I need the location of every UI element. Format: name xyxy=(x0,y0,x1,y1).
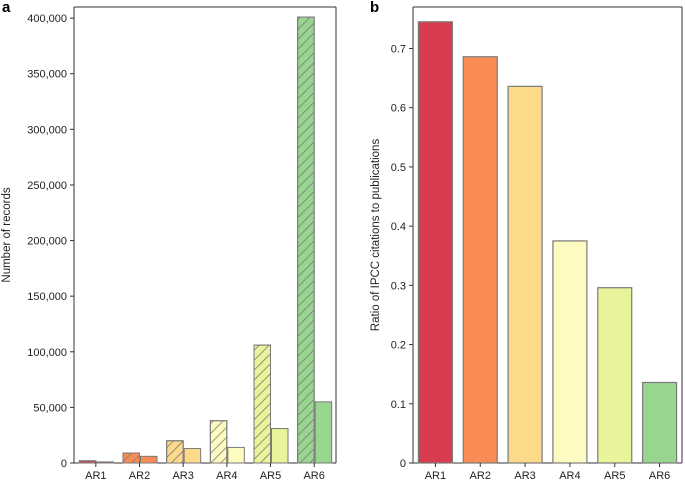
y-tick-label: 150,000 xyxy=(27,291,67,303)
x-tick-label: AR1 xyxy=(85,470,106,482)
y-tick-label: 0.3 xyxy=(391,280,406,292)
bar-ratio-ar1 xyxy=(417,21,454,464)
y-tick-label: 0.7 xyxy=(391,43,406,55)
bar-solid-ar3 xyxy=(183,448,202,464)
bar-hatch-overlay-ar3 xyxy=(166,440,184,464)
x-tick-label: AR2 xyxy=(129,470,150,482)
y-tick-label: 0.4 xyxy=(391,221,406,233)
bar-solid-ar1 xyxy=(96,461,114,464)
chart-a-records: 0 50,000 100,000 150,000 200,000 250,000 300,0… xyxy=(1,6,337,482)
y-tick-label: 100,000 xyxy=(27,347,67,359)
x-tick-label: AR3 xyxy=(172,470,193,482)
y-axis-label: Ratio of IPCC citations to publications xyxy=(370,139,382,332)
y-tick-label: 0.6 xyxy=(391,103,406,115)
y-tick-label: 200,000 xyxy=(27,236,67,248)
y-tick-label: 50,000 xyxy=(33,402,67,414)
y-tick-label: 400,000 xyxy=(27,13,67,25)
x-tick-label: AR5 xyxy=(604,470,625,482)
bar-hatch-overlay-ar2 xyxy=(122,452,140,464)
bar-ratio-ar5 xyxy=(597,287,633,464)
y-tick-label: 350,000 xyxy=(27,69,67,81)
y-tick-label: 0.5 xyxy=(391,162,406,174)
bar-solid-ar4 xyxy=(227,446,245,464)
bar-ratio-ar6 xyxy=(641,381,678,464)
x-tick-label: AR5 xyxy=(260,470,281,482)
x-tick-label: AR4 xyxy=(216,470,237,482)
x-tick-label: AR6 xyxy=(303,470,324,482)
panel-label-a: a xyxy=(2,0,11,16)
x-tick-label: AR1 xyxy=(425,470,446,482)
bar-ratio-ar3 xyxy=(507,85,543,464)
bar-solid-ar2 xyxy=(140,455,158,464)
x-tick-label: AR6 xyxy=(649,470,670,482)
panel-label-b: b xyxy=(370,0,380,16)
bar-ratio-ar4 xyxy=(552,240,588,464)
chart-b-ratio: 0 0.1 0.2 0.3 0.4 0.5 0.6 0.7 Ratio of IPCC cita… xyxy=(370,6,683,482)
bar-ratio-ar2 xyxy=(462,56,498,464)
x-tick-label: AR2 xyxy=(470,470,491,482)
y-tick-label: 250,000 xyxy=(27,180,67,192)
bar-hatch-overlay-ar6 xyxy=(297,16,315,464)
bar-hatch-overlay-ar1 xyxy=(78,460,97,464)
y-tick-label: 0 xyxy=(61,458,67,470)
y-tick-label: 0 xyxy=(400,458,406,470)
bar-solid-ar5 xyxy=(271,428,289,464)
y-axis-label: Number of records xyxy=(1,187,13,282)
bar-hatch-overlay-ar4 xyxy=(209,420,228,464)
y-tick-label: 0.1 xyxy=(391,399,406,411)
y-tick-label: 300,000 xyxy=(27,124,67,136)
bar-solid-ar6 xyxy=(314,401,333,464)
y-tick-label: 0.2 xyxy=(391,340,406,352)
x-tick-label: AR3 xyxy=(514,470,535,482)
bar-hatch-overlay-ar5 xyxy=(253,344,271,464)
x-tick-label: AR4 xyxy=(559,470,580,482)
